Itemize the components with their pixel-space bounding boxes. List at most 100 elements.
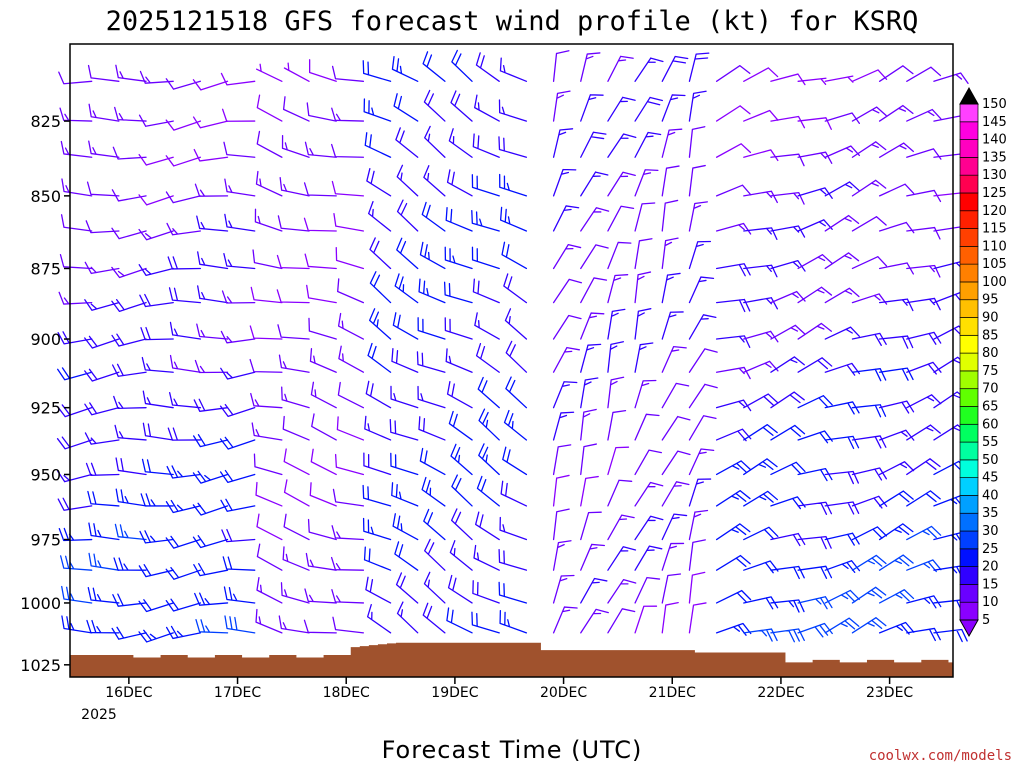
wind-barb (607, 241, 632, 270)
x-tick-label: 22DEC (757, 685, 804, 701)
wind-barb (368, 308, 392, 340)
wind-barb (580, 131, 607, 158)
wind-barb (256, 576, 283, 604)
wind-barb (419, 447, 446, 476)
wind-barb (501, 241, 528, 270)
colorbar-segment (959, 245, 979, 265)
wind-barb (797, 357, 833, 373)
wind-barb (255, 170, 283, 197)
wind-barb (84, 261, 120, 275)
wind-barb (661, 345, 687, 373)
wind-barb (906, 66, 942, 82)
wind-barb (580, 244, 609, 270)
wind-barb (770, 424, 806, 441)
wind-barb (331, 107, 365, 122)
colorbar-segment (959, 548, 979, 567)
wind-barb (661, 272, 681, 304)
wind-barb (580, 511, 602, 541)
x-tick-label: 18DEC (323, 685, 370, 701)
wind-barb (281, 134, 310, 158)
wind-barb (88, 103, 120, 122)
colorbar-segment (959, 370, 979, 390)
wind-barb (498, 548, 528, 571)
wind-barb (450, 90, 473, 122)
wind-barb (851, 617, 887, 634)
wind-barb (824, 181, 860, 197)
wind-barb (451, 49, 473, 82)
colorbar-label: 35 (982, 506, 999, 521)
wind-barb (59, 253, 93, 270)
wind-barb (500, 480, 528, 507)
wind-barb (277, 324, 310, 340)
wind-barb (552, 444, 572, 476)
wind-barb (824, 560, 861, 573)
wind-barb (715, 222, 752, 235)
wind-barb (278, 354, 310, 373)
wind-barb (607, 96, 636, 122)
wind-barb (87, 490, 120, 507)
wind-barb (743, 264, 778, 278)
wind-barb (395, 572, 419, 604)
colorbar-label: 40 (982, 488, 999, 503)
wind-barb (503, 273, 528, 304)
wind-barb (114, 106, 147, 122)
wind-barb (142, 390, 174, 409)
wind-barb (476, 475, 500, 507)
y-tick-label: 925 (30, 399, 61, 418)
wind-barb (661, 128, 683, 158)
wind-barb (715, 490, 751, 507)
wind-barb (607, 171, 636, 197)
wind-barb (715, 589, 752, 604)
wind-barb (444, 246, 473, 270)
wind-barb (715, 65, 751, 82)
wind-barb (255, 63, 283, 82)
wind-barb (552, 314, 582, 340)
wind-barb (502, 446, 528, 476)
wind-barb (580, 443, 598, 476)
wind-barb (715, 399, 752, 412)
wind-barb (256, 543, 283, 571)
wind-barb (309, 347, 337, 373)
wind-barb (607, 479, 633, 507)
wind-barb (392, 312, 419, 340)
wind-barb (308, 59, 337, 82)
wind-barb (770, 153, 805, 167)
wind-barb (363, 452, 392, 476)
wind-barb (580, 343, 602, 373)
wind-barb (165, 119, 202, 131)
y-tick-label: 850 (30, 187, 61, 206)
wind-barb (396, 237, 419, 270)
wind-barb (424, 538, 446, 571)
wind-barb (797, 622, 833, 638)
wind-barb (391, 482, 419, 507)
wind-barb (824, 617, 860, 634)
colorbar-segment (959, 406, 979, 425)
wind-barb (192, 502, 229, 516)
wind-barb (114, 523, 147, 541)
wind-barb (396, 601, 419, 634)
wind-barb (661, 601, 679, 634)
wind-barb (607, 410, 627, 441)
wind-barb (552, 574, 575, 604)
wind-barb (165, 598, 202, 612)
wind-barb (138, 599, 174, 613)
wind-barb (580, 377, 599, 409)
wind-barb (308, 317, 337, 340)
wind-barb (743, 190, 778, 204)
wind-barb (851, 526, 888, 541)
wind-barb (310, 448, 337, 476)
wind-barb (337, 312, 365, 340)
wind-barb (59, 107, 93, 122)
wind-barb (391, 56, 419, 82)
wind-barb (607, 55, 634, 82)
wind-barb (634, 545, 663, 571)
wind-barb (661, 415, 691, 441)
wind-barb (580, 52, 601, 82)
wind-barb (661, 55, 689, 82)
wind-barb (797, 254, 833, 270)
wind-barb (421, 201, 446, 232)
colorbar-segment (959, 459, 979, 479)
wind-barb (332, 616, 365, 634)
wind-barb (111, 227, 147, 240)
colorbar-segment (959, 423, 979, 443)
